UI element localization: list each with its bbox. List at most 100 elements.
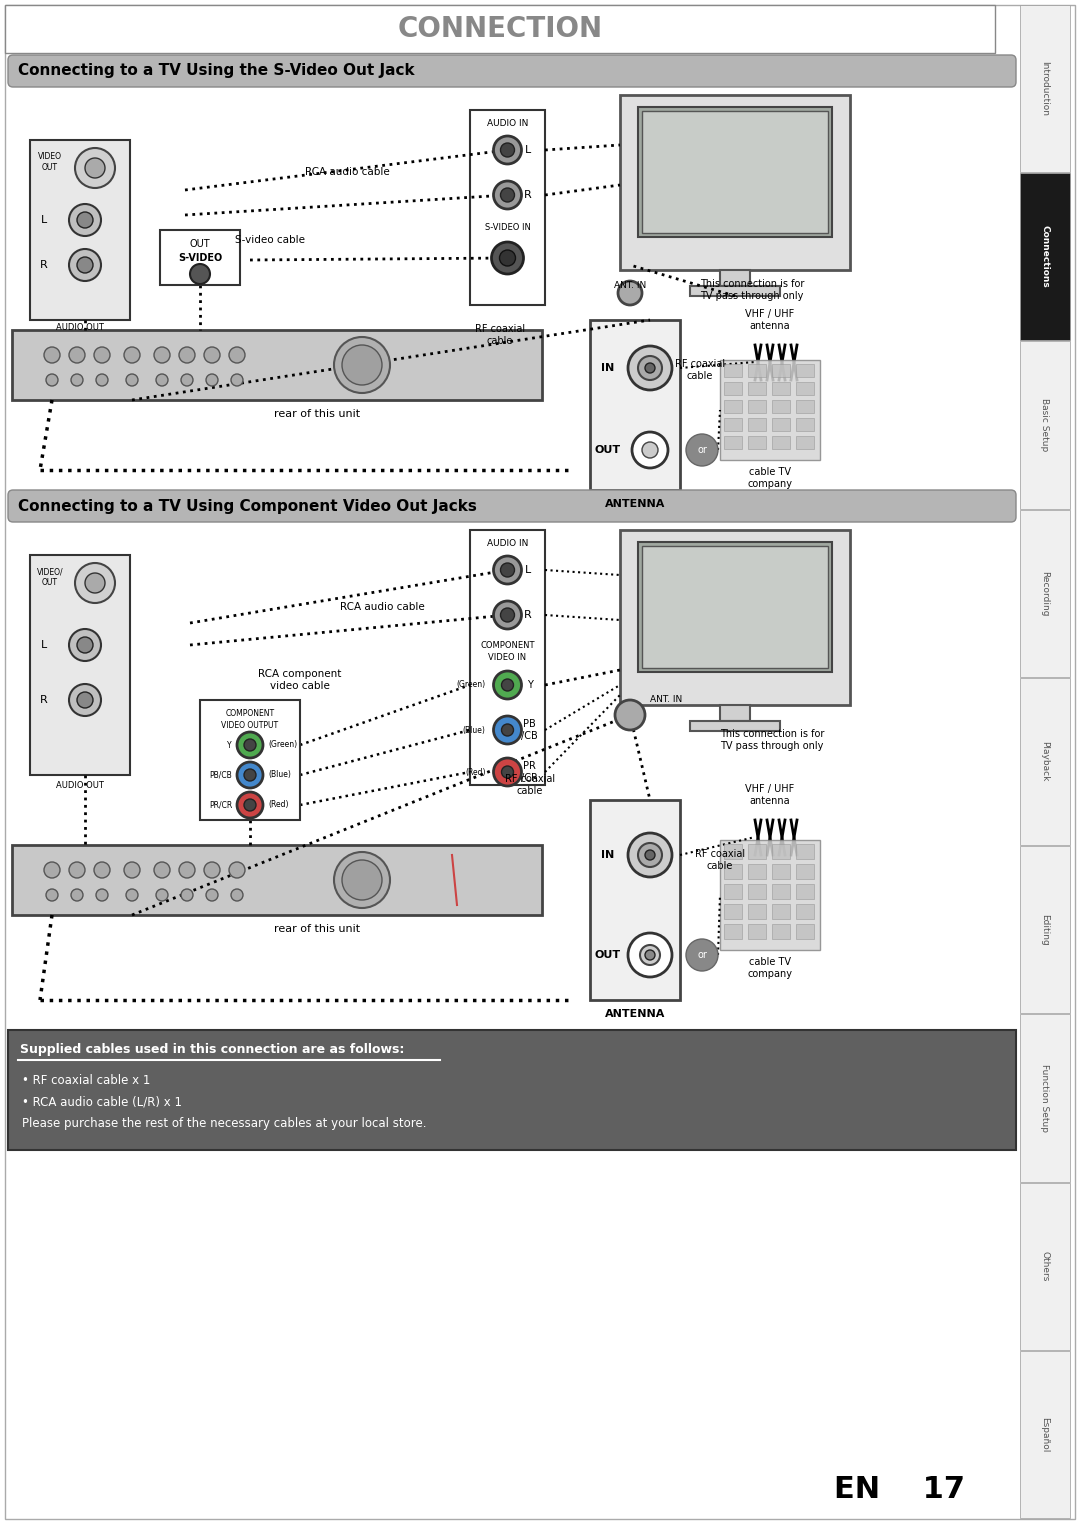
Bar <box>724 418 742 431</box>
Text: (Green): (Green) <box>268 741 297 750</box>
Text: • RF coaxial cable x 1: • RF coaxial cable x 1 <box>22 1073 150 1087</box>
Text: AUDIO OUT: AUDIO OUT <box>56 780 104 789</box>
Bar <box>200 700 300 820</box>
Text: S-VIDEO: S-VIDEO <box>178 253 222 264</box>
Text: Connecting to a TV Using Component Video Out Jacks: Connecting to a TV Using Component Video… <box>18 498 477 514</box>
Text: IN: IN <box>602 363 615 373</box>
Text: cable TV
company: cable TV company <box>747 957 793 978</box>
Text: VHF / UHF
antenna: VHF / UHF antenna <box>745 785 795 806</box>
Circle shape <box>124 347 140 363</box>
Text: L: L <box>41 640 48 651</box>
Bar <box>796 436 814 450</box>
Bar <box>724 904 742 919</box>
Circle shape <box>342 860 382 901</box>
Text: rear of this unit: rear of this unit <box>274 924 360 934</box>
Bar <box>796 383 814 395</box>
Circle shape <box>494 181 522 209</box>
Text: IN: IN <box>602 850 615 860</box>
Bar <box>796 864 814 879</box>
Circle shape <box>244 770 256 780</box>
Bar <box>1020 846 1070 1013</box>
Text: CONNECTION: CONNECTION <box>397 15 603 43</box>
Circle shape <box>638 843 662 867</box>
Text: Playback: Playback <box>1040 741 1050 782</box>
Bar <box>772 884 789 899</box>
Text: COMPONENT: COMPONENT <box>481 642 535 651</box>
Bar <box>8 1030 1016 1151</box>
Text: R: R <box>524 610 531 620</box>
Text: Connecting to a TV Using the S-Video Out Jack: Connecting to a TV Using the S-Video Out… <box>18 64 415 79</box>
Bar <box>748 418 766 431</box>
Circle shape <box>126 373 138 386</box>
Circle shape <box>46 888 58 901</box>
Bar <box>796 418 814 431</box>
Circle shape <box>181 888 193 901</box>
Text: PR/CR: PR/CR <box>208 800 232 809</box>
Bar <box>772 436 789 450</box>
Text: (Red): (Red) <box>465 768 486 777</box>
Circle shape <box>75 148 114 187</box>
Bar <box>720 840 820 949</box>
Bar <box>690 721 780 732</box>
Text: L: L <box>525 565 530 575</box>
Circle shape <box>244 799 256 811</box>
Circle shape <box>94 347 110 363</box>
Circle shape <box>154 863 170 878</box>
Bar <box>720 360 820 460</box>
Circle shape <box>77 692 93 709</box>
Text: or: or <box>697 445 707 456</box>
Text: This connection is for
TV pass through only: This connection is for TV pass through o… <box>720 728 824 751</box>
Text: R: R <box>524 190 531 200</box>
Text: VIDEO/
OUT: VIDEO/ OUT <box>37 567 64 587</box>
Bar <box>772 383 789 395</box>
Bar <box>748 924 766 939</box>
Text: S-video cable: S-video cable <box>235 235 305 245</box>
Text: (Blue): (Blue) <box>268 771 291 779</box>
Text: RF coaxial
cable: RF coaxial cable <box>505 774 555 796</box>
Text: S-VIDEO IN: S-VIDEO IN <box>485 224 530 233</box>
Circle shape <box>154 347 170 363</box>
Bar <box>620 530 850 706</box>
Bar <box>748 864 766 879</box>
Text: PB
/CB: PB /CB <box>522 719 538 741</box>
Bar <box>1020 174 1070 340</box>
Text: rear of this unit: rear of this unit <box>274 408 360 419</box>
Bar <box>1020 1015 1070 1181</box>
Circle shape <box>615 700 645 730</box>
Text: • RCA audio cable (L/R) x 1: • RCA audio cable (L/R) x 1 <box>22 1096 183 1108</box>
Circle shape <box>642 442 658 459</box>
Text: Y: Y <box>527 680 532 690</box>
Circle shape <box>179 347 195 363</box>
Circle shape <box>500 143 514 157</box>
Circle shape <box>96 888 108 901</box>
Text: RCA audio cable: RCA audio cable <box>340 602 424 613</box>
Circle shape <box>334 337 390 393</box>
Circle shape <box>204 347 220 363</box>
Bar <box>748 884 766 899</box>
Circle shape <box>206 373 218 386</box>
Bar <box>720 270 750 287</box>
Text: Function Setup: Function Setup <box>1040 1064 1050 1132</box>
Bar <box>1020 509 1070 677</box>
Circle shape <box>686 434 718 466</box>
Circle shape <box>181 373 193 386</box>
Circle shape <box>500 187 514 203</box>
Text: PR
/CR: PR /CR <box>521 760 538 783</box>
Circle shape <box>124 863 140 878</box>
Bar <box>590 800 680 1000</box>
Circle shape <box>46 373 58 386</box>
Text: Basic Setup: Basic Setup <box>1040 398 1050 451</box>
Circle shape <box>69 248 102 280</box>
Circle shape <box>494 757 522 786</box>
Bar <box>748 383 766 395</box>
Text: This connection is for
TV pass through only: This connection is for TV pass through o… <box>700 279 805 300</box>
Circle shape <box>85 158 105 178</box>
Circle shape <box>44 863 60 878</box>
Circle shape <box>499 250 515 267</box>
Bar <box>720 706 750 721</box>
Circle shape <box>686 939 718 971</box>
Circle shape <box>500 562 514 578</box>
Circle shape <box>494 671 522 700</box>
Bar <box>796 904 814 919</box>
Bar <box>724 884 742 899</box>
